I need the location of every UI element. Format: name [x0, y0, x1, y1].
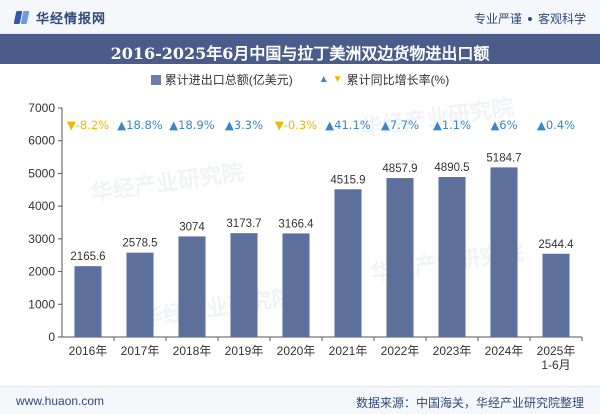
- triangle-down-icon: ▼: [332, 74, 343, 85]
- brand-name: 华经情报网: [36, 10, 107, 26]
- y-tick-label: 4000: [28, 199, 55, 213]
- y-tick-label: 2000: [28, 265, 55, 279]
- chart-title: 2016-2025年6月中国与拉丁美洲双边货物进出口额: [110, 44, 490, 63]
- y-tick-label: 1000: [28, 297, 55, 311]
- bar-value-label: 4515.9: [330, 174, 365, 186]
- y-tick-label: 5000: [28, 166, 55, 180]
- bar-value-label: 3173.7: [226, 218, 261, 230]
- x-tick-label: 2017年: [121, 344, 160, 358]
- legend-item-total[interactable]: 累计进出口总额(亿美元): [150, 71, 293, 88]
- bar[interactable]: [542, 253, 570, 337]
- x-tick-label: 2016年: [69, 344, 108, 358]
- bar[interactable]: [334, 189, 362, 337]
- x-tick-label: 2022年: [381, 344, 420, 358]
- bar[interactable]: [74, 266, 102, 337]
- legend-item-growth[interactable]: ▲ ▼ 累计同比增长率(%): [319, 71, 449, 88]
- x-tick-label: 2019年: [225, 344, 264, 358]
- growth-rate-label: ▲0.4%: [537, 118, 575, 132]
- tagline: 专业严谨 客观科学: [474, 10, 586, 27]
- top-header-bar: 华经情报网 专业严谨 客观科学: [0, 0, 600, 34]
- growth-rate-label: ▲3.3%: [225, 118, 263, 132]
- growth-rate-label: ▲18.9%: [169, 118, 214, 132]
- bar-value-label: 2165.6: [70, 251, 105, 263]
- legend-label-total: 累计进出口总额(亿美元): [164, 73, 293, 87]
- bar-value-label: 2578.5: [122, 238, 157, 250]
- bar-value-label: 3074: [179, 221, 205, 233]
- y-tick-label: 7000: [28, 101, 55, 115]
- footer-source: 数据来源：中国海关，华经产业研究院整理: [355, 396, 584, 410]
- x-tick-label: 2021年: [329, 344, 368, 358]
- tagline-left: 专业严谨: [473, 12, 522, 26]
- bar[interactable]: [230, 233, 258, 337]
- bar-value-label: 4857.9: [382, 163, 417, 175]
- growth-rate-label: ▲1.1%: [433, 118, 471, 132]
- bar-value-label: 3166.4: [278, 218, 314, 230]
- x-tick-label: 2020年: [277, 344, 316, 358]
- title-bar: [0, 34, 600, 64]
- y-tick-label: 6000: [28, 134, 55, 148]
- x-tick-label: 2023年: [433, 344, 472, 358]
- bar[interactable]: [126, 252, 154, 337]
- footer-url-link[interactable]: www.huaon.com: [16, 394, 105, 408]
- bar[interactable]: [386, 178, 414, 337]
- bar[interactable]: [282, 233, 310, 337]
- triangle-up-icon: ▲: [318, 74, 329, 85]
- bar[interactable]: [178, 236, 206, 337]
- brand[interactable]: 华经情报网: [14, 8, 106, 26]
- legend-label-growth: 累计同比增长率(%): [346, 73, 450, 87]
- tagline-right: 客观科学: [537, 12, 586, 26]
- bar[interactable]: [490, 167, 518, 337]
- growth-rate-label: ▲6%: [490, 118, 517, 132]
- legend-bar-swatch-icon: [150, 74, 161, 85]
- x-tick-label: 2025年 1-6月: [537, 344, 576, 372]
- growth-rate-label: ▲18.8%: [117, 118, 162, 132]
- footer-bar: www.huaon.com 数据来源：中国海关，华经产业研究院整理: [0, 386, 600, 414]
- growth-rate-label: ▲7.7%: [381, 118, 419, 132]
- growth-rate-label: ▼-0.3%: [275, 118, 317, 132]
- y-tick-label: 3000: [28, 232, 55, 246]
- y-tick-label: 0: [48, 330, 55, 344]
- x-tick-label: 2018年: [173, 344, 212, 358]
- bar[interactable]: [438, 177, 466, 337]
- bar-value-label: 2544.4: [538, 239, 574, 251]
- x-tick-label: 2024年: [485, 344, 524, 358]
- bullet-dot-icon: [527, 16, 532, 21]
- growth-rate-label: ▲41.1%: [325, 118, 370, 132]
- growth-rate-label: ▼-8.2%: [67, 118, 109, 132]
- bar-value-label: 5184.7: [486, 152, 521, 164]
- chart-legend: 累计进出口总额(亿美元) ▲ ▼ 累计同比增长率(%): [0, 71, 600, 88]
- bar-value-label: 4890.5: [434, 162, 469, 174]
